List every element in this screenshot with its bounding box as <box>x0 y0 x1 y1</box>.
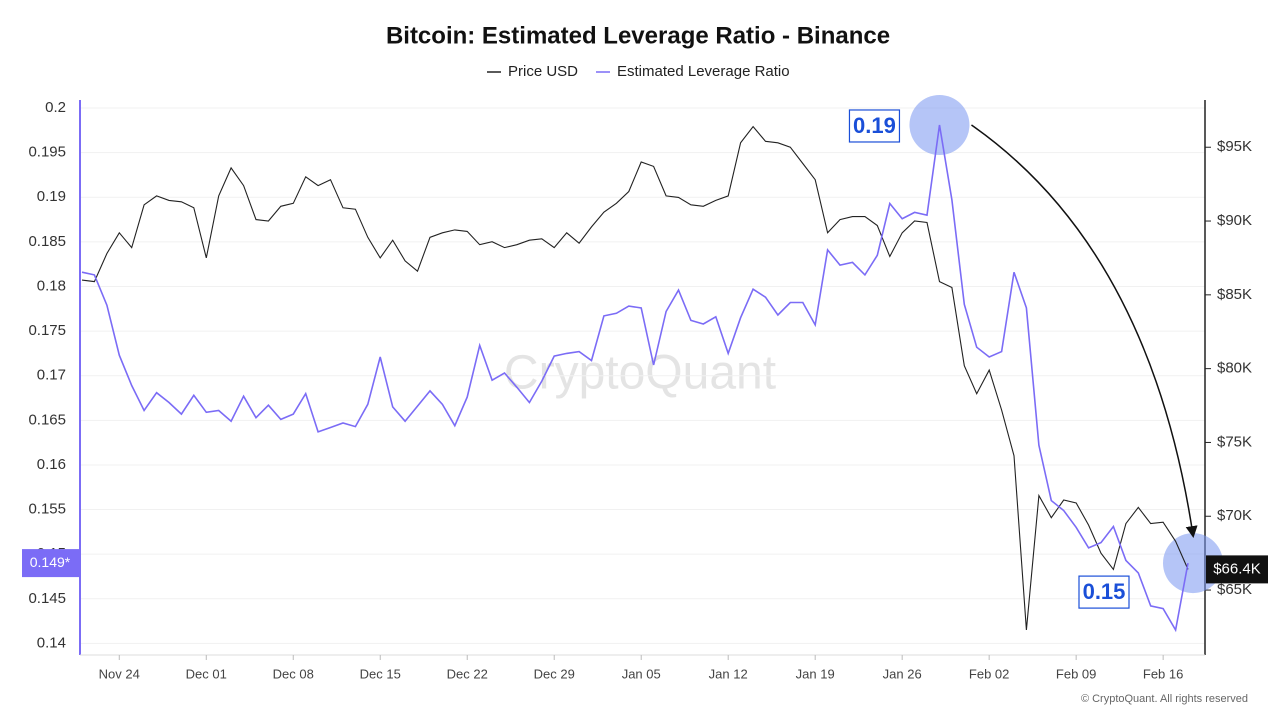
legend-label: Estimated Leverage Ratio <box>617 63 790 80</box>
y-tick-label: 0.165 <box>28 411 66 428</box>
y-tick-label: 0.155 <box>28 501 66 518</box>
x-tick-label: Nov 24 <box>99 666 140 681</box>
y-tick-label: 0.19 <box>37 188 66 205</box>
y-tick-label: 0.145 <box>28 590 66 607</box>
x-tick-label: Dec 29 <box>534 666 575 681</box>
annotation: 0.19 <box>853 113 896 138</box>
chart-title: Bitcoin: Estimated Leverage Ratio - Bina… <box>386 22 890 49</box>
y-tick-label: 0.2 <box>45 99 66 116</box>
x-tick-label: Dec 01 <box>186 666 227 681</box>
annotation-box <box>1078 575 1130 609</box>
y-tick-label: 0.195 <box>28 144 66 161</box>
x-tick-label: Jan 12 <box>709 666 748 681</box>
x-tick-label: Feb 02 <box>969 666 1009 681</box>
y2-tick-label: $65K <box>1217 581 1252 598</box>
x-tick-label: Jan 26 <box>883 666 922 681</box>
x-tick-label: Dec 15 <box>360 666 401 681</box>
y2-tick-label: $70K <box>1217 507 1252 524</box>
y2-tick-label: $75K <box>1217 433 1252 450</box>
annotation: 0.15 <box>1083 579 1126 604</box>
series-line <box>81 125 1189 630</box>
x-tick-label: Feb 16 <box>1143 666 1183 681</box>
y-tick-label: 0.175 <box>28 322 66 339</box>
series-line <box>81 124 1189 633</box>
y-tick-label: 0.17 <box>37 367 66 384</box>
footer: © CryptoQuant. All rights reserved <box>1081 693 1248 705</box>
x-tick-label: Dec 08 <box>273 666 314 681</box>
y-tick-label: 0.185 <box>28 233 66 250</box>
y2-tick-label: $85K <box>1217 286 1252 303</box>
current-value-tag <box>22 549 79 578</box>
x-tick-label: Feb 09 <box>1056 666 1096 681</box>
legend-label: Price USD <box>508 63 578 80</box>
y2-tick-label: $90K <box>1217 212 1252 229</box>
y2-tick-label: $80K <box>1217 360 1252 377</box>
arrow <box>971 124 1198 539</box>
x-tick-label: Jan 19 <box>796 666 835 681</box>
annotation-box <box>848 109 901 143</box>
watermark: CryptoQuant <box>504 347 776 400</box>
current-price-label: $66.4K <box>1213 560 1261 577</box>
current-price-tag <box>1206 555 1268 584</box>
y2-tick-label: $95K <box>1217 138 1252 155</box>
current-value-label: 0.149* <box>30 554 71 570</box>
x-tick-label: Jan 05 <box>622 666 661 681</box>
y-tick-label: 0.16 <box>37 456 66 473</box>
y-tick-label: 0.14 <box>37 634 66 651</box>
y-tick-label: 0.18 <box>37 277 66 294</box>
x-tick-label: Dec 22 <box>447 666 488 681</box>
